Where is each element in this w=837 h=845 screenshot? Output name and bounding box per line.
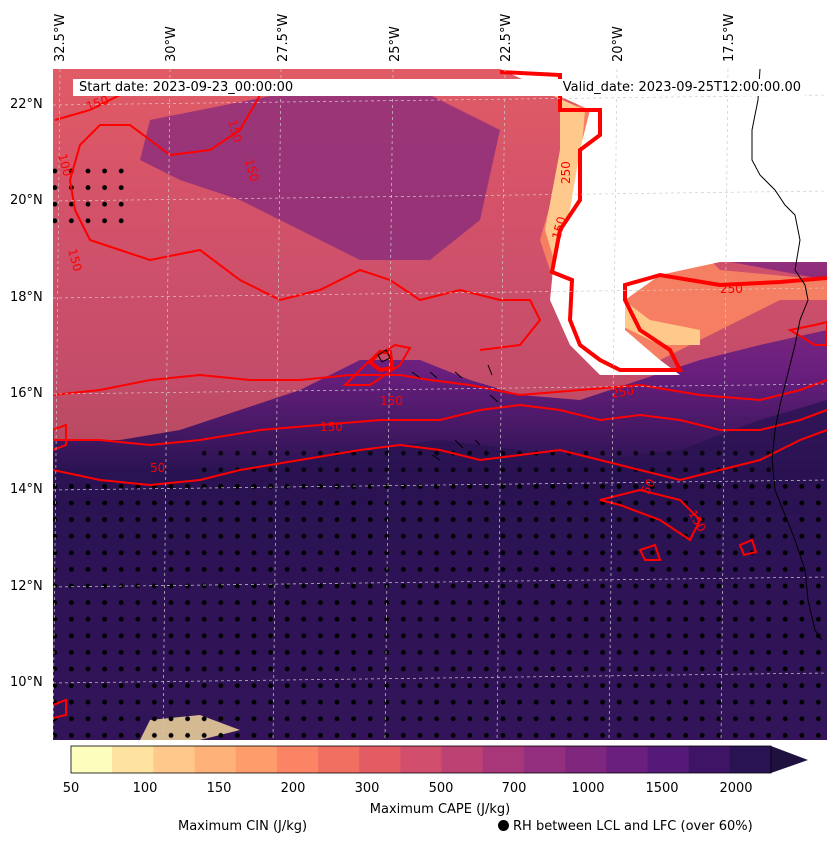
colorbar-cell: [276, 746, 319, 773]
rh-dot-region-west: [53, 160, 133, 230]
contour-label: 250: [610, 383, 635, 401]
lat-label: 18°N: [10, 290, 43, 305]
gridline-lon: [608, 69, 618, 740]
lon-label: 20°W: [611, 26, 626, 62]
lat-label: 12°N: [10, 579, 43, 594]
date-header: Start date: 2023-09-23_00:00:00 Valid_da…: [73, 79, 805, 96]
colorbar-cell: [441, 746, 484, 773]
valid-date-label: Valid_date: 2023-09-25T12:00:00.00: [562, 80, 801, 95]
coastline: [377, 69, 823, 641]
lon-label: 30°W: [164, 26, 179, 62]
colorbar-tick: 200: [280, 781, 306, 796]
contour-label: 150: [380, 394, 403, 408]
contour-label: 150: [242, 157, 261, 183]
gridline-lon: [496, 69, 506, 740]
cin-contour-250-sahara: [499, 70, 827, 372]
cape-verde-islands: [377, 349, 499, 461]
lon-label: 32.5°W: [53, 13, 68, 62]
colorbar-cell: [359, 746, 401, 773]
contour-label: 250: [559, 161, 573, 184]
contour-label: 50: [638, 476, 658, 496]
cin-contour-50-south: [53, 429, 827, 487]
colorbar-cell: [482, 746, 525, 773]
rh-legend: RH between LCL and LFC (over 60%): [498, 819, 753, 834]
cin-contour-east-1: [599, 488, 702, 542]
colorbar-cell: [647, 746, 690, 773]
cin-contours: [53, 70, 827, 720]
cin-contour-east-2: [638, 543, 662, 561]
cin-contour-island-cv: [367, 350, 395, 373]
colorbar-tick: 1000: [571, 781, 605, 796]
cin-contour-east-3: [738, 538, 758, 557]
cin-contour-west-2: [53, 698, 67, 720]
colorbar-cell: [523, 746, 566, 773]
colorbar-cell: [194, 746, 237, 773]
gridline-lon: [720, 69, 729, 740]
rh-dot-icon: [498, 820, 509, 831]
contour-label: 250: [720, 282, 743, 296]
lon-label: 27.5°W: [276, 13, 291, 62]
gridline-lon: [272, 69, 282, 740]
colorbar-cell: [153, 746, 196, 773]
cin-contour-150-central: [53, 373, 827, 402]
contour-labels: 150 150 100 150 150 250 150 250 250 150 …: [55, 93, 743, 535]
colorbar-cell: [688, 746, 731, 773]
cape-region-purple-north: [140, 90, 500, 260]
lon-label: 25°W: [388, 26, 403, 62]
colorbar-cell: [400, 746, 443, 773]
lat-label: 22°N: [10, 97, 43, 112]
cin-contour-east-coast: [787, 320, 827, 346]
colorbar-tick: 300: [354, 781, 380, 796]
gridline-lon: [53, 69, 61, 740]
contour-label: 100: [55, 152, 74, 178]
contour-label: 150: [225, 118, 244, 144]
colorbar-cell: [565, 746, 607, 773]
colorbar-cell: [318, 746, 360, 773]
lat-label: 16°N: [10, 386, 43, 401]
cin-contour-100-central: [53, 403, 827, 447]
cape-region-sahara-white: [500, 69, 827, 375]
colorbar-title: Maximum CAPE (J/kg): [369, 802, 511, 817]
lat-label: 14°N: [10, 482, 43, 497]
gridlines: [53, 69, 827, 740]
colorbar-tick: 700: [501, 781, 527, 796]
contour-label: 150: [65, 247, 84, 273]
colorbar-cell: [71, 746, 113, 773]
colorbar-tick: 2000: [719, 781, 753, 796]
gridline-lon: [384, 69, 394, 740]
colorbar-cell: [235, 746, 278, 773]
colorbar-cell: [606, 746, 648, 773]
colorbar: [70, 745, 808, 774]
lon-label: 22.5°W: [499, 13, 514, 62]
colorbar-tick: 150: [206, 781, 232, 796]
lat-label: 10°N: [10, 675, 43, 690]
colorbar-cell: [112, 746, 154, 773]
colorbar-tick: 100: [132, 781, 158, 796]
colorbar-tick: 500: [428, 781, 454, 796]
rh-dot-region-central: [200, 440, 780, 490]
colorbar-cell: [729, 746, 772, 773]
cin-legend-label: Maximum CIN (J/kg): [178, 819, 308, 834]
rh-legend-label: RH between LCL and LFC (over 60%): [513, 819, 753, 834]
contour-label: 50: [150, 461, 165, 475]
start-date-label: Start date: 2023-09-23_00:00:00: [79, 80, 294, 95]
africa-coastline: [751, 69, 823, 641]
lon-label: 17.5°W: [722, 13, 737, 62]
colorbar-outline: [70, 745, 772, 774]
gridline-lon: [162, 69, 171, 740]
colorbar-tick: 50: [62, 781, 80, 796]
rh-dot-region-south: [53, 480, 827, 740]
colorbar-tick: 1500: [645, 781, 679, 796]
cin-contour-island-ring: [342, 343, 412, 386]
contour-label: 150: [320, 420, 343, 434]
cin-contour-west-1: [53, 423, 67, 452]
colorbar-extend-arrow: [771, 746, 808, 773]
lat-label: 20°N: [10, 193, 43, 208]
contour-label: 150: [549, 215, 568, 241]
